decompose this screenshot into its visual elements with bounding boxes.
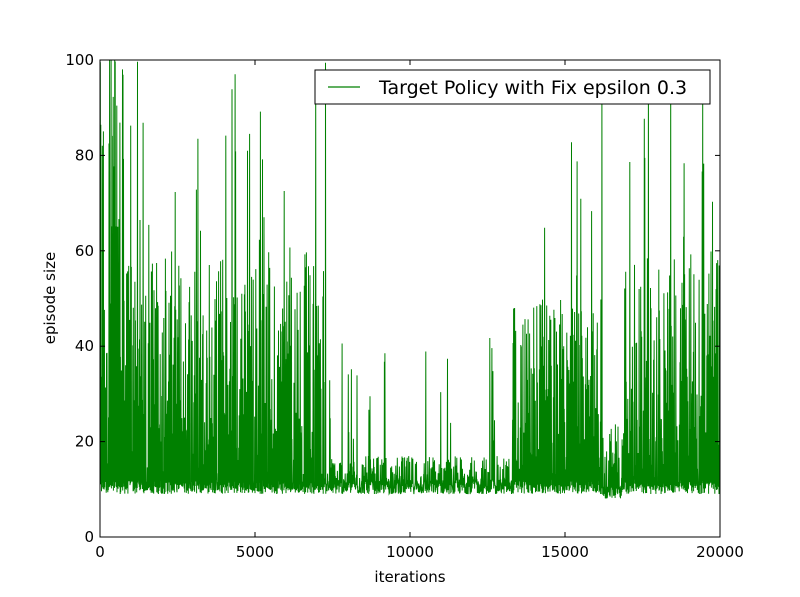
- legend-label: Target Policy with Fix epsilon 0.3: [378, 77, 687, 99]
- x-tick-label: 5000: [236, 543, 274, 561]
- y-tick-label: 0: [84, 528, 94, 546]
- x-tick-label: 10000: [386, 543, 434, 561]
- ticks-group: 0 5000 10000 15000 20000 0 20 40 60 80 100: [65, 51, 744, 561]
- y-tick-label: 60: [75, 242, 94, 260]
- y-tick-label: 40: [75, 337, 94, 355]
- legend: Target Policy with Fix epsilon 0.3: [314, 69, 711, 105]
- y-tick-label: 20: [75, 433, 94, 451]
- y-tick-label: 80: [75, 146, 94, 164]
- series-line-target-policy: [99, 59, 721, 499]
- x-tick-label: 0: [95, 543, 105, 561]
- legend-box: [314, 69, 711, 105]
- x-axis-label: iterations: [374, 568, 445, 586]
- series-group: [99, 59, 721, 499]
- y-axis-label: episode size: [41, 252, 59, 345]
- y-tick-label: 100: [65, 51, 94, 69]
- x-tick-label: 20000: [696, 543, 744, 561]
- x-tick-label: 15000: [541, 543, 589, 561]
